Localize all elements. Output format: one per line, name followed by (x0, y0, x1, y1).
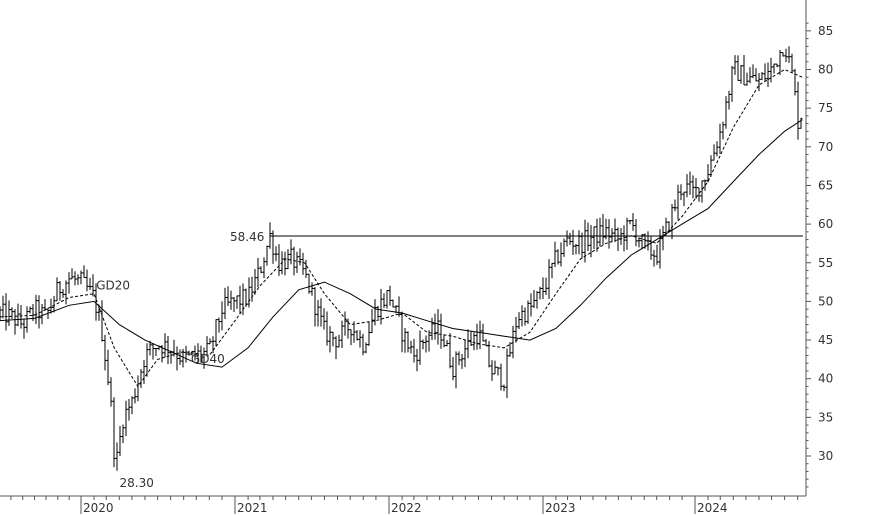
y-tick-label: 30 (818, 449, 833, 463)
y-tick-label: 80 (818, 63, 833, 77)
x-axis: 2020 2021 2022 2023 2024 (0, 495, 806, 515)
annotation-label: GD40 (191, 352, 225, 366)
y-tick-label: 50 (818, 294, 833, 308)
y-tick-label: 45 (818, 333, 833, 347)
annotation-label: GD20 (96, 279, 130, 293)
y-tick-label: 55 (818, 256, 833, 270)
x-tick-label: 2024 (697, 501, 728, 515)
y-axis: 30 35 40 45 50 55 60 65 70 75 80 85 (805, 0, 833, 496)
y-tick-label: 35 (818, 410, 833, 424)
y-tick-label: 65 (818, 178, 833, 192)
x-tick-label: 2020 (83, 501, 114, 515)
x-tick-label: 2021 (237, 501, 268, 515)
annotation-label: 58.46 (230, 230, 264, 244)
moving-average-line-gd20 (0, 68, 803, 388)
y-tick-label: 85 (818, 24, 833, 38)
x-tick-label: 2023 (545, 501, 576, 515)
moving-average-lines (0, 68, 803, 388)
price-bars-group (0, 46, 803, 471)
moving-average-line-gd40 (0, 119, 803, 368)
y-tick-label: 70 (818, 140, 833, 154)
y-tick-label: 40 (818, 372, 833, 386)
annotations-group: 58.46 28.30 GD20 GD40 (96, 230, 264, 490)
y-tick-label: 60 (818, 217, 833, 231)
annotation-label: 28.30 (120, 476, 154, 490)
y-tick-label: 75 (818, 101, 833, 115)
x-tick-label: 2022 (391, 501, 422, 515)
